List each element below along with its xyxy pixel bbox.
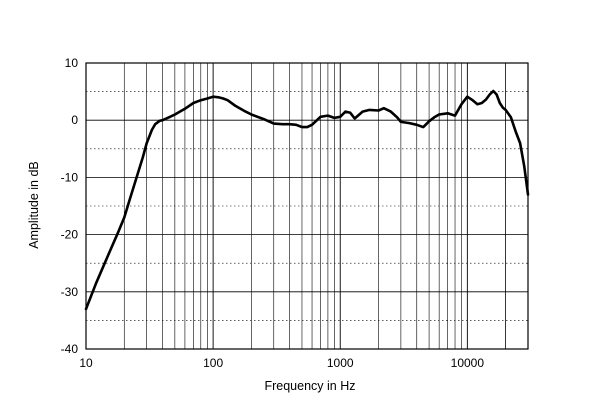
x-axis-label: Frequency in Hz bbox=[264, 379, 355, 393]
y-tick-label: -40 bbox=[61, 342, 79, 356]
plot-frame bbox=[85, 62, 529, 350]
response-curve bbox=[84, 89, 530, 311]
y-tick-label: -10 bbox=[61, 170, 79, 184]
x-tick-label: 1000 bbox=[327, 356, 354, 370]
y-tick-label: -30 bbox=[61, 285, 79, 299]
series-layer bbox=[84, 89, 530, 311]
x-tick-label: 100 bbox=[203, 356, 223, 370]
x-tick-label: 10000 bbox=[451, 356, 485, 370]
y-tick-label: 0 bbox=[71, 113, 78, 127]
x-tick-label: 10 bbox=[79, 356, 93, 370]
y-tick-label: -20 bbox=[61, 228, 79, 242]
y-tick-label: 10 bbox=[65, 56, 79, 70]
y-axis-label: Amplitude in dB bbox=[27, 161, 41, 249]
